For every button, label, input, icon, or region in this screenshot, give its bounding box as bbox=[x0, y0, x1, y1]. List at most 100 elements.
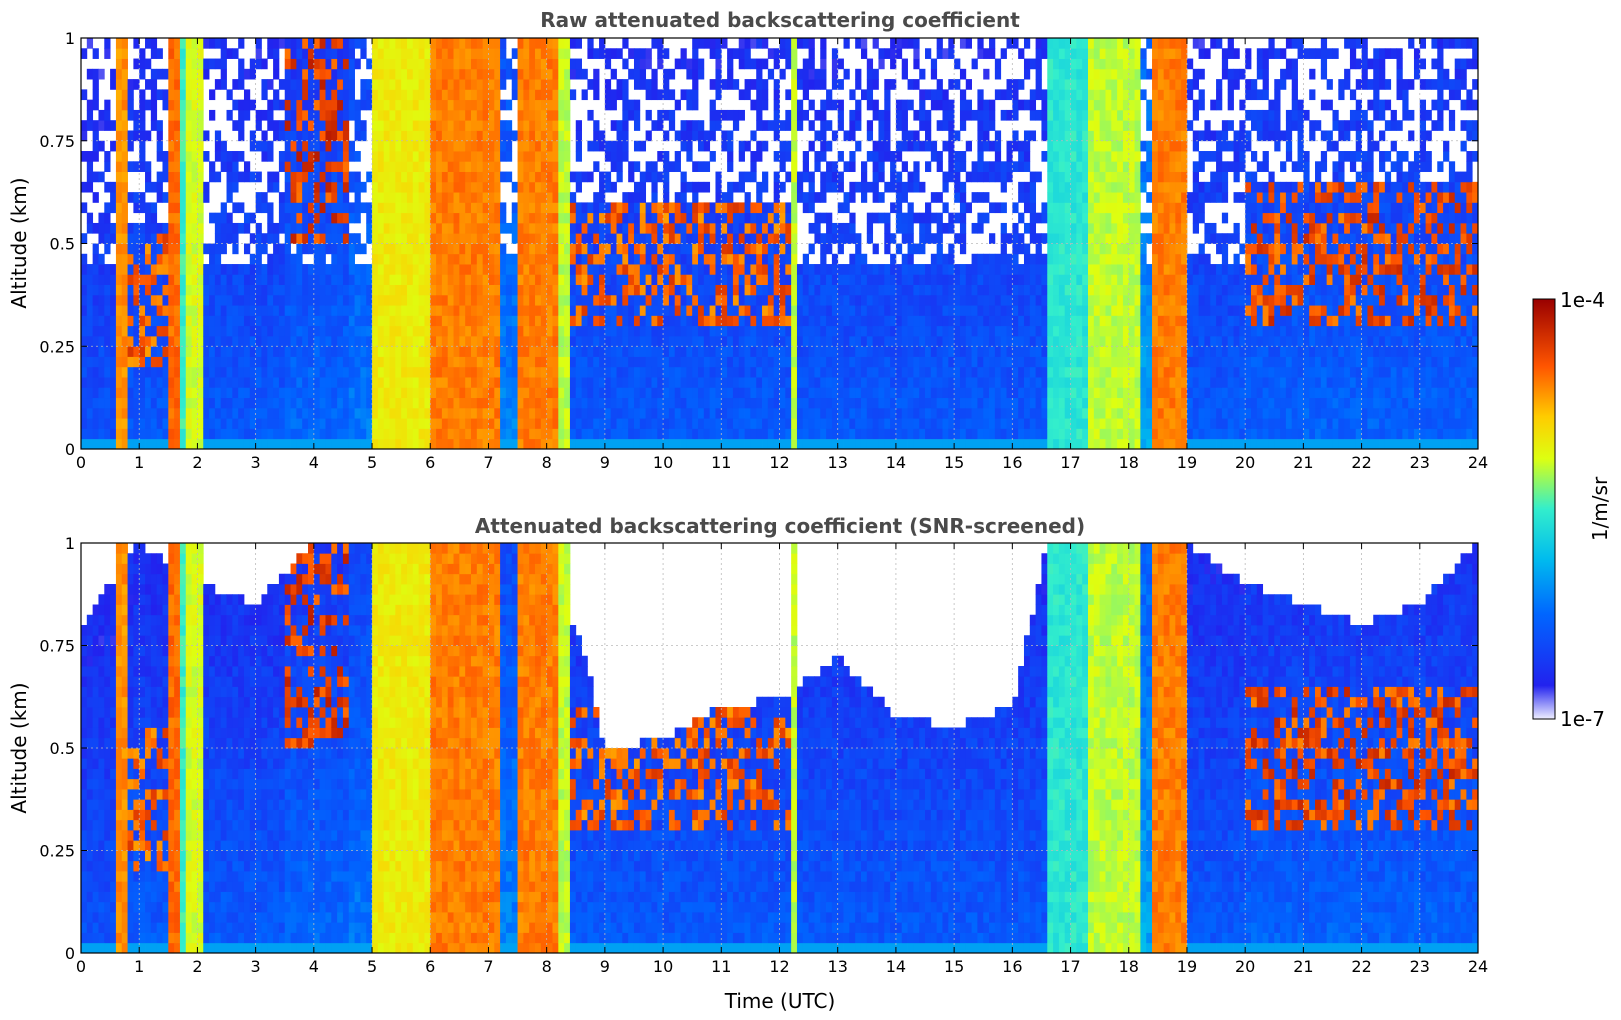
heatmap-cell bbox=[319, 407, 326, 419]
heatmap-cell bbox=[372, 222, 379, 234]
heatmap-cell bbox=[843, 418, 850, 429]
heatmap-cell bbox=[721, 387, 728, 399]
heatmap-cell bbox=[552, 274, 559, 285]
heatmap-cell bbox=[558, 335, 565, 347]
heatmap-cell bbox=[459, 325, 466, 337]
heatmap-cell bbox=[482, 48, 489, 59]
heatmap-cell bbox=[593, 222, 600, 234]
heatmap-cell bbox=[185, 151, 192, 162]
heatmap-cell bbox=[680, 140, 687, 152]
heatmap-cell bbox=[715, 346, 722, 357]
heatmap-cell bbox=[756, 294, 763, 306]
heatmap-cell bbox=[436, 407, 443, 419]
heatmap-cell bbox=[447, 407, 454, 419]
heatmap-cell bbox=[121, 151, 128, 162]
heatmap-cell bbox=[249, 335, 257, 347]
heatmap-cell bbox=[692, 418, 699, 429]
heatmap-cell bbox=[517, 428, 524, 440]
heatmap-cell bbox=[535, 161, 542, 172]
heatmap-cell bbox=[308, 212, 315, 224]
heatmap-cell bbox=[110, 418, 117, 429]
heatmap-cell bbox=[773, 325, 780, 337]
heatmap-cell bbox=[890, 387, 897, 399]
heatmap-cell bbox=[238, 151, 245, 162]
heatmap-cell bbox=[657, 89, 664, 101]
heatmap-cell bbox=[686, 346, 693, 357]
heatmap-cell bbox=[756, 274, 763, 285]
heatmap-cell bbox=[441, 397, 449, 409]
heatmap-cell bbox=[703, 243, 711, 255]
heatmap-cell bbox=[249, 140, 257, 152]
heatmap-cell bbox=[471, 212, 478, 224]
heatmap-cell bbox=[511, 366, 518, 378]
heatmap-cell bbox=[820, 130, 827, 142]
heatmap-cell bbox=[156, 120, 163, 131]
heatmap-cell bbox=[360, 120, 367, 131]
heatmap-cell bbox=[855, 99, 862, 111]
heatmap-cell bbox=[156, 305, 163, 316]
heatmap-cell bbox=[331, 171, 338, 183]
heatmap-cell bbox=[342, 253, 350, 265]
heatmap-cell bbox=[459, 284, 466, 296]
heatmap-cell bbox=[517, 264, 524, 275]
heatmap-cell bbox=[238, 120, 245, 131]
heatmap-cell bbox=[674, 222, 681, 234]
heatmap-cell bbox=[546, 438, 553, 450]
heatmap-cell bbox=[430, 68, 437, 80]
heatmap-cell bbox=[459, 171, 466, 183]
heatmap-cell bbox=[540, 335, 548, 347]
heatmap-cell bbox=[406, 222, 414, 234]
heatmap-cell bbox=[243, 428, 251, 440]
heatmap-cell bbox=[884, 130, 891, 142]
heatmap-cell bbox=[185, 202, 192, 214]
heatmap-cell bbox=[249, 397, 257, 409]
heatmap-cell bbox=[395, 294, 402, 306]
heatmap-cell bbox=[471, 387, 478, 399]
heatmap-cell bbox=[238, 274, 245, 285]
heatmap-cell bbox=[674, 438, 681, 450]
heatmap-cell bbox=[546, 253, 553, 265]
heatmap-cell bbox=[762, 356, 769, 368]
heatmap-cell bbox=[651, 274, 658, 285]
heatmap-cell bbox=[488, 120, 495, 131]
heatmap-cell bbox=[389, 99, 396, 111]
heatmap-cell bbox=[599, 325, 606, 337]
heatmap-cell bbox=[465, 48, 472, 59]
heatmap-cell bbox=[872, 109, 879, 121]
heatmap-cell bbox=[168, 264, 175, 275]
heatmap-cell bbox=[709, 243, 716, 255]
heatmap-cell bbox=[436, 38, 443, 49]
heatmap-cell bbox=[633, 387, 641, 399]
heatmap-cell bbox=[406, 264, 414, 275]
heatmap-cell bbox=[692, 397, 699, 409]
heatmap-cell bbox=[540, 284, 548, 296]
heatmap-cell bbox=[692, 325, 699, 337]
heatmap-cell bbox=[284, 418, 291, 429]
heatmap-cell bbox=[610, 202, 617, 214]
heatmap-cell bbox=[104, 356, 111, 368]
heatmap-cell bbox=[913, 130, 920, 142]
heatmap-cell bbox=[168, 130, 175, 142]
heatmap-cell bbox=[331, 222, 338, 234]
heatmap-cell bbox=[698, 335, 705, 347]
heatmap-cell bbox=[139, 192, 146, 203]
heatmap-cell bbox=[453, 335, 460, 347]
heatmap-cell bbox=[383, 264, 390, 275]
heatmap-cell bbox=[430, 202, 437, 214]
heatmap-cell bbox=[302, 151, 309, 162]
heatmap-cell bbox=[302, 120, 309, 131]
heatmap-cell bbox=[890, 202, 897, 214]
heatmap-cell bbox=[709, 346, 716, 357]
heatmap-cell bbox=[267, 315, 274, 327]
heatmap-cell bbox=[651, 284, 658, 296]
heatmap-cell bbox=[81, 387, 88, 399]
heatmap-cell bbox=[249, 284, 257, 296]
heatmap-cell bbox=[895, 418, 903, 429]
heatmap-cell bbox=[727, 264, 734, 275]
heatmap-cell bbox=[639, 212, 647, 224]
heatmap-cell bbox=[441, 346, 449, 357]
heatmap-cell bbox=[663, 397, 670, 409]
heatmap-cell bbox=[680, 202, 687, 214]
heatmap-cell bbox=[290, 387, 297, 399]
